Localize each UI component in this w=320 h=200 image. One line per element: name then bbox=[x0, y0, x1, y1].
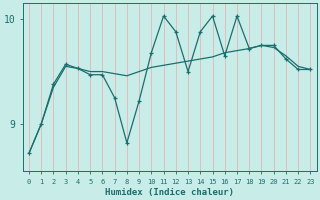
X-axis label: Humidex (Indice chaleur): Humidex (Indice chaleur) bbox=[105, 188, 234, 197]
